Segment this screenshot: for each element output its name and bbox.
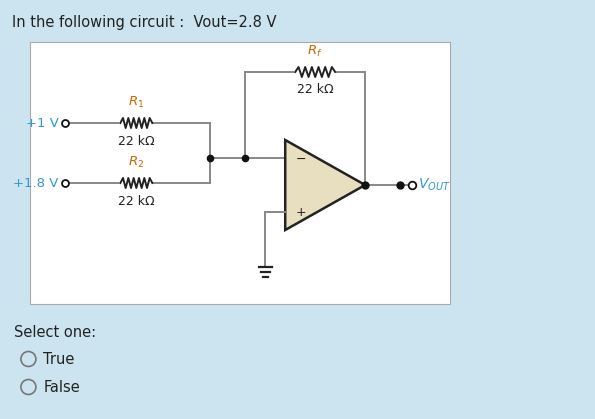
- Text: True: True: [43, 352, 75, 367]
- FancyBboxPatch shape: [30, 42, 450, 304]
- Text: +1 V: +1 V: [26, 116, 58, 129]
- Text: $R_1$: $R_1$: [129, 95, 145, 110]
- Text: −: −: [295, 153, 306, 166]
- Text: 22 kΩ: 22 kΩ: [118, 195, 155, 208]
- Circle shape: [21, 380, 36, 395]
- Text: In the following circuit :  Vout=2.8 V: In the following circuit : Vout=2.8 V: [12, 15, 277, 29]
- Text: Select one:: Select one:: [14, 325, 96, 340]
- Text: $R_f$: $R_f$: [308, 44, 323, 59]
- Text: 22 kΩ: 22 kΩ: [118, 135, 155, 148]
- Text: $R_2$: $R_2$: [129, 155, 145, 170]
- Text: False: False: [43, 380, 80, 395]
- Polygon shape: [285, 140, 365, 230]
- Text: $V_{OUT}$: $V_{OUT}$: [418, 177, 451, 193]
- Circle shape: [21, 352, 36, 367]
- Text: +: +: [295, 205, 306, 218]
- Text: 22 kΩ: 22 kΩ: [297, 83, 334, 96]
- Text: +1.8 V: +1.8 V: [13, 176, 58, 189]
